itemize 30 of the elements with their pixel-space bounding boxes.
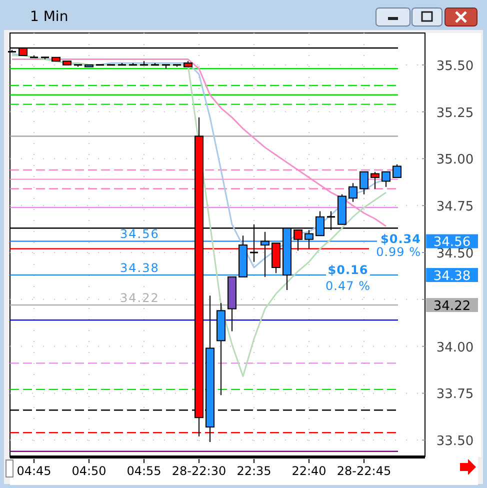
candlestick	[370, 171, 380, 190]
text: 34.38	[433, 269, 471, 284]
ref-line-label: 34.22	[120, 291, 160, 306]
x-tick-label: 04:45	[16, 464, 52, 478]
x-tick-label: 04:50	[72, 464, 106, 478]
candlestick	[392, 164, 402, 178]
x-tick-label: 22:35	[236, 464, 272, 478]
y-tick-label: 34.00	[436, 340, 474, 356]
ref-line-label: 34.56	[120, 227, 160, 242]
candlestick	[382, 171, 390, 188]
y-tick-label: 34.50	[436, 246, 474, 262]
x-tick-label: 28-22:45	[336, 464, 392, 478]
annotation: 0.47 %	[326, 279, 370, 293]
y-tick-label: 33.75	[436, 387, 474, 402]
y-tick-label: 34.75	[436, 200, 474, 215]
x-tick-label: 28-22:30	[172, 464, 226, 478]
y-tick-label: 35.25	[436, 106, 474, 121]
y-tick-label: 35.50	[436, 58, 474, 74]
y-tick-label: 35.00	[436, 152, 474, 168]
candlestick	[360, 171, 368, 195]
annotation: 0.99 %	[376, 245, 421, 259]
annotation: $0.16	[328, 263, 368, 277]
x-tick-label: 22:40	[292, 464, 326, 478]
chart-title: 1 Min	[30, 9, 68, 25]
ref-line-label: 34.38	[120, 261, 160, 276]
candlestick	[348, 182, 358, 202]
y-tick-label: 33.50	[436, 434, 474, 450]
text: 34.22	[433, 299, 471, 314]
annotation: $0.34	[380, 232, 421, 246]
x-tick-label: 04:55	[126, 464, 162, 478]
